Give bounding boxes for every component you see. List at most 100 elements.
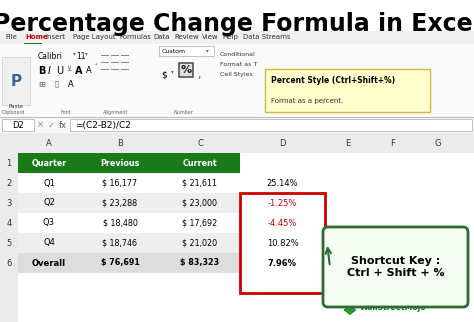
Bar bbox=[265, 69, 430, 112]
Text: Conditional: Conditional bbox=[220, 52, 256, 57]
Text: B: B bbox=[38, 66, 46, 76]
Bar bbox=[81, 193, 160, 213]
Bar bbox=[0, 272, 474, 273]
Text: A: A bbox=[46, 138, 52, 147]
Polygon shape bbox=[345, 304, 355, 314]
Bar bbox=[161, 213, 240, 233]
Bar bbox=[111, 54, 119, 56]
Text: U: U bbox=[56, 66, 63, 76]
Text: =(C2-B2)/C2: =(C2-B2)/C2 bbox=[75, 120, 131, 129]
Bar bbox=[101, 54, 109, 56]
Text: Insert: Insert bbox=[46, 34, 66, 40]
Text: Overall: Overall bbox=[32, 259, 66, 268]
Bar bbox=[371, 153, 415, 173]
Bar bbox=[240, 233, 325, 253]
Bar bbox=[81, 213, 160, 233]
Bar bbox=[81, 153, 160, 173]
Bar bbox=[326, 173, 370, 193]
Bar bbox=[240, 173, 325, 193]
Bar bbox=[240, 253, 325, 273]
Text: P: P bbox=[10, 73, 21, 89]
Text: I: I bbox=[48, 66, 51, 76]
Bar bbox=[98, 49, 99, 112]
Bar bbox=[24, 43, 42, 44]
Text: D: D bbox=[279, 138, 286, 147]
Text: B: B bbox=[117, 138, 123, 147]
Bar bbox=[121, 62, 129, 63]
Bar bbox=[240, 173, 325, 193]
Text: ▾: ▾ bbox=[206, 49, 209, 53]
Text: 5: 5 bbox=[6, 239, 12, 248]
Text: 11: 11 bbox=[76, 52, 85, 61]
Text: ⊻: ⊻ bbox=[66, 66, 71, 72]
Text: Cell Styles: Cell Styles bbox=[220, 72, 253, 77]
Text: Formulas: Formulas bbox=[119, 34, 151, 40]
Bar bbox=[326, 233, 370, 253]
Bar bbox=[0, 132, 474, 133]
Text: ,: , bbox=[197, 70, 201, 80]
Text: E: E bbox=[345, 138, 350, 147]
Text: Data Streams: Data Streams bbox=[243, 34, 290, 40]
Text: D2: D2 bbox=[12, 120, 24, 129]
Bar bbox=[18, 253, 80, 273]
Bar bbox=[70, 119, 472, 131]
Bar bbox=[240, 153, 325, 173]
Bar bbox=[0, 117, 474, 118]
Bar bbox=[240, 193, 325, 293]
Bar bbox=[0, 117, 474, 133]
Bar bbox=[326, 193, 370, 213]
Bar bbox=[460, 133, 461, 322]
Bar bbox=[217, 49, 218, 112]
Text: $ 23,288: $ 23,288 bbox=[102, 198, 137, 207]
Bar bbox=[0, 31, 474, 44]
Bar bbox=[18, 233, 80, 253]
Bar bbox=[81, 253, 160, 273]
Text: Home: Home bbox=[26, 34, 48, 40]
Bar bbox=[111, 62, 119, 63]
Text: Data: Data bbox=[154, 34, 170, 40]
Text: G: G bbox=[434, 138, 441, 147]
Bar bbox=[2, 57, 30, 105]
FancyBboxPatch shape bbox=[323, 227, 468, 307]
Text: ˄: ˄ bbox=[94, 64, 97, 69]
Text: 1: 1 bbox=[6, 158, 12, 167]
Text: WallStreetMojo: WallStreetMojo bbox=[360, 303, 427, 312]
Bar bbox=[161, 253, 240, 273]
Bar bbox=[18, 213, 80, 233]
Text: A: A bbox=[86, 66, 92, 75]
Text: Number: Number bbox=[174, 110, 194, 115]
Text: fx: fx bbox=[59, 120, 67, 129]
Bar bbox=[240, 233, 325, 253]
Bar bbox=[0, 117, 474, 118]
Bar bbox=[81, 233, 160, 253]
Text: View: View bbox=[202, 34, 219, 40]
Text: $ 76,691: $ 76,691 bbox=[100, 259, 139, 268]
Bar bbox=[121, 54, 129, 56]
Bar bbox=[240, 213, 325, 233]
Text: Clipboard: Clipboard bbox=[2, 110, 26, 115]
Text: ✓: ✓ bbox=[47, 120, 55, 129]
Text: 4: 4 bbox=[6, 219, 12, 228]
Bar bbox=[18, 153, 80, 173]
Text: F: F bbox=[390, 138, 395, 147]
Text: ▾: ▾ bbox=[73, 51, 76, 56]
Bar bbox=[240, 193, 325, 213]
Bar bbox=[240, 253, 325, 273]
Bar bbox=[371, 233, 415, 253]
Bar bbox=[326, 253, 370, 273]
Text: $ 17,692: $ 17,692 bbox=[182, 219, 218, 228]
Text: Q1: Q1 bbox=[43, 178, 55, 187]
Bar bbox=[161, 193, 240, 213]
Text: $ 21,611: $ 21,611 bbox=[182, 178, 218, 187]
Text: ⊞: ⊞ bbox=[38, 80, 45, 89]
Bar bbox=[101, 69, 109, 70]
Bar bbox=[159, 46, 214, 56]
Text: $ 21,020: $ 21,020 bbox=[182, 239, 218, 248]
Text: A: A bbox=[68, 80, 74, 89]
Bar bbox=[161, 153, 240, 173]
Bar bbox=[18, 193, 80, 213]
Text: ▾: ▾ bbox=[171, 69, 174, 74]
Bar bbox=[371, 173, 415, 193]
Text: 3: 3 bbox=[6, 198, 12, 207]
Text: Q2: Q2 bbox=[43, 198, 55, 207]
